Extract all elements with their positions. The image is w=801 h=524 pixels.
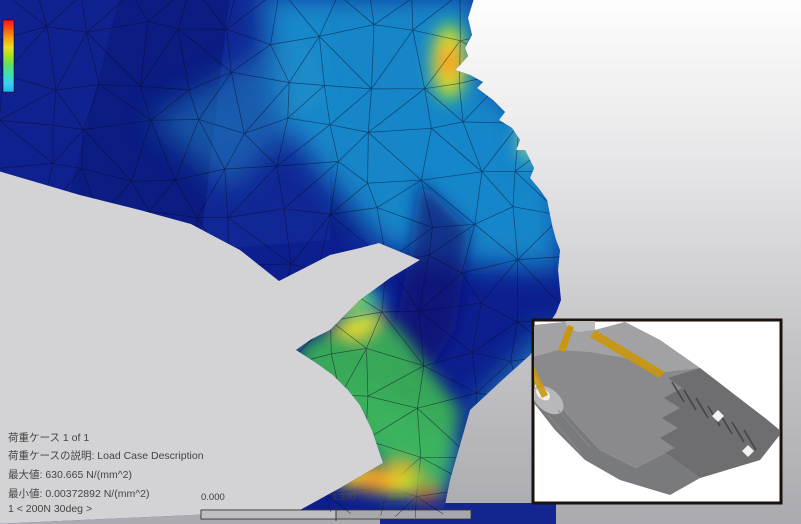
svg-text:0.000: 0.000 bbox=[201, 492, 225, 503]
